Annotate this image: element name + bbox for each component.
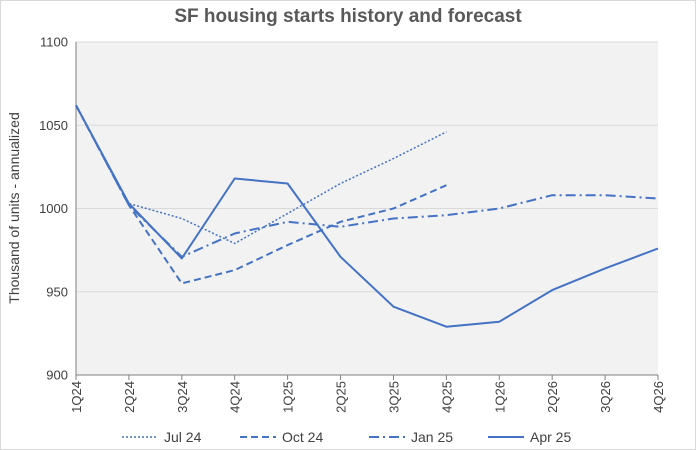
x-tick-label: 2Q25 <box>334 381 349 413</box>
x-tick-label: 3Q24 <box>175 381 190 413</box>
x-tick-label: 4Q25 <box>439 381 454 413</box>
legend-label: Jul 24 <box>164 429 202 445</box>
y-tick-label: 1050 <box>39 118 68 133</box>
chart-title: SF housing starts history and forecast <box>174 6 522 27</box>
x-tick-label: 1Q25 <box>281 381 296 413</box>
y-tick-label: 900 <box>46 368 68 383</box>
legend-label: Oct 24 <box>282 429 323 445</box>
y-tick-label: 1000 <box>39 201 68 216</box>
series-line-oct-24 <box>75 104 447 285</box>
axis-layer: 900 950 1000 1050 1100 1Q24 2Q24 3Q24 4Q24 1Q25 2Q… <box>39 35 666 413</box>
x-tick-label: 2Q26 <box>545 381 560 413</box>
x-tick-label: 1Q24 <box>69 381 84 413</box>
x-tick-label: 1Q26 <box>492 381 507 413</box>
series-line-jul-24 <box>75 104 447 245</box>
series-layer <box>75 104 659 328</box>
legend-label: Jan 25 <box>411 429 453 445</box>
y-tick-label: 950 <box>46 284 68 299</box>
grid-layer <box>76 41 658 293</box>
x-tick-label: 4Q26 <box>651 381 666 413</box>
x-tick-label: 2Q24 <box>122 381 137 413</box>
legend: Jul 24 Oct 24 Jan 25 Apr 25 <box>122 429 571 445</box>
legend-label: Apr 25 <box>530 429 571 445</box>
x-tick-label: 4Q24 <box>228 381 243 413</box>
series-line-apr-25 <box>75 104 659 328</box>
y-tick-label: 1100 <box>40 35 68 50</box>
x-tick-label: 3Q25 <box>386 381 401 413</box>
x-tick-label: 3Q26 <box>598 381 613 413</box>
